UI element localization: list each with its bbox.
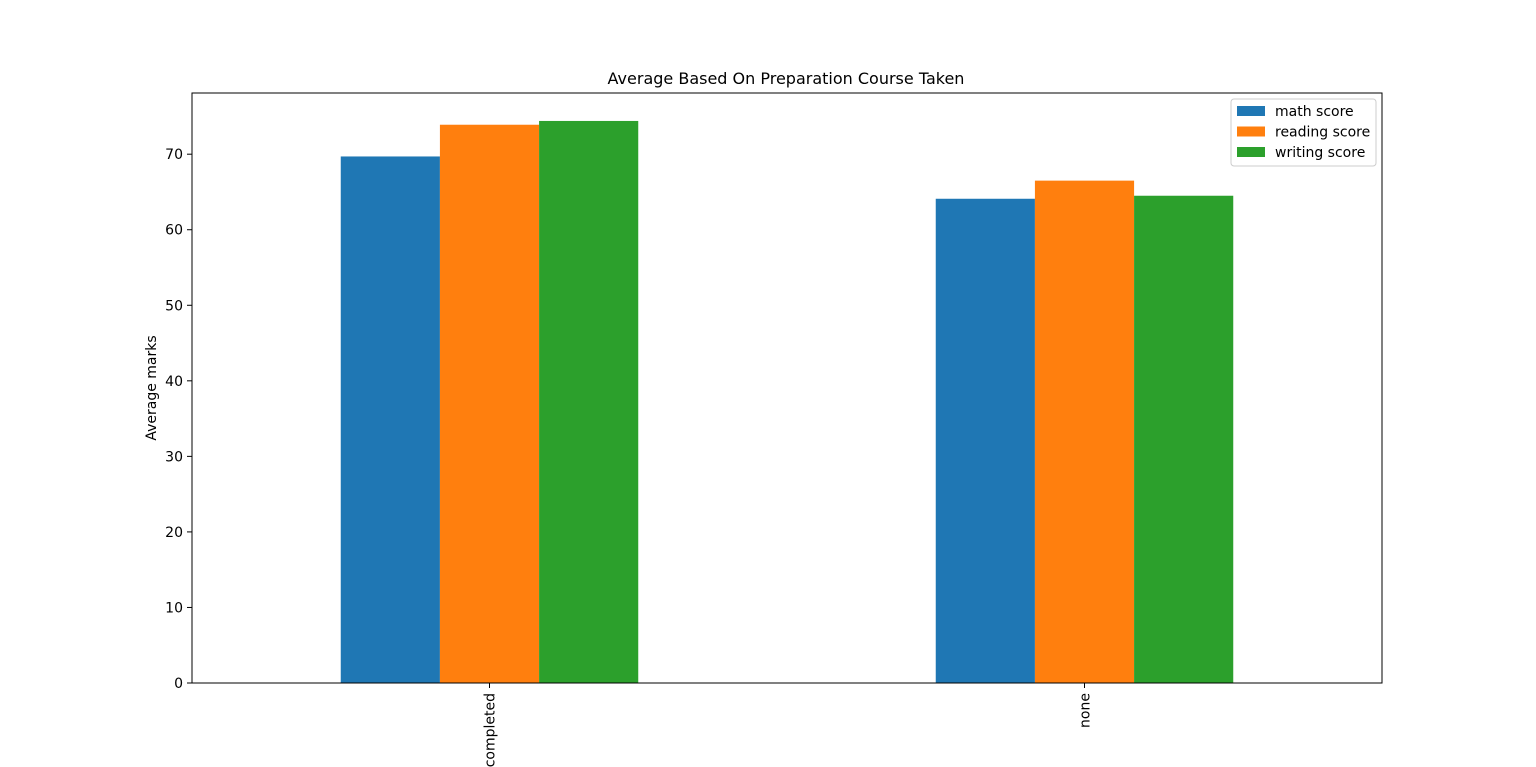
legend-swatch-math-score xyxy=(1237,106,1265,116)
y-axis-label: Average marks xyxy=(144,335,160,440)
chart-title: Average Based On Preparation Course Take… xyxy=(608,69,965,88)
legend-box xyxy=(1230,98,1377,167)
x-tick-label-none: none xyxy=(1078,693,1094,728)
legend-label: writing score xyxy=(1275,145,1365,161)
y-tick-label: 0 xyxy=(174,676,183,692)
axes-frame xyxy=(191,92,1383,684)
legend-swatch-reading-score xyxy=(1237,126,1265,137)
y-tick-label: 60 xyxy=(165,223,183,239)
y-tick-label: 10 xyxy=(165,600,183,616)
x-tick-label-completed: completed xyxy=(483,693,499,767)
bar-writing-score-none xyxy=(1134,195,1234,684)
legend: math score reading score writing score xyxy=(1230,98,1377,167)
bar-math-score-none xyxy=(935,198,1035,683)
y-tick-label: 70 xyxy=(165,147,183,163)
y-tick-label: 50 xyxy=(165,298,183,314)
bar-reading-score-none xyxy=(1034,180,1135,683)
legend-label: math score xyxy=(1275,104,1354,120)
y-tick-label: 30 xyxy=(165,449,183,465)
bar-math-score-completed xyxy=(340,156,440,683)
legend-label: reading score xyxy=(1275,125,1370,141)
y-tick-label: 40 xyxy=(165,374,183,390)
y-tick-label: 20 xyxy=(165,525,183,541)
legend-swatch-writing-score xyxy=(1237,147,1265,157)
bar-writing-score-completed xyxy=(539,120,639,683)
bar-reading-score-completed xyxy=(439,124,540,684)
plot-area: 0 10 20 30 40 50 60 70 completed none xyxy=(165,92,1383,767)
